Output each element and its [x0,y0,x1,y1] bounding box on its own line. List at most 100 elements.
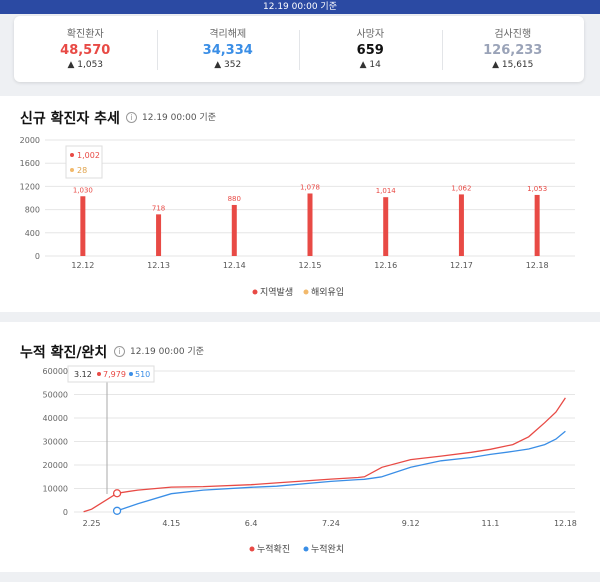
cumulative-title: 누적 확진/완치 [20,345,108,361]
legend-imported-label[interactable]: 해외유입 [311,286,344,298]
stat-delta-value: 15,615 [501,60,534,70]
x-tick-label: 4.15 [162,519,180,528]
y-tick-label: 0 [35,252,40,261]
info-icon[interactable]: i [114,346,125,357]
stat-delta: ▲ 14 [299,60,442,70]
bar-value-label: 1,030 [73,186,93,194]
y-tick-label: 400 [25,229,40,238]
x-tick-label: 12.17 [450,261,473,270]
tooltip-box [67,365,155,383]
x-tick-label: 7.24 [322,519,340,528]
cumulative-timestamp-text: 12.19 00:00 기준 [130,347,204,357]
legend-local-label[interactable]: 지역발생 [260,287,293,298]
bar-value-label: 1,014 [376,187,397,195]
new-cases-chart: 0 400 800 1200 1600 2000 1,030 12.12 718 12.13 88… [20,136,575,298]
x-tick-label: 12.18 [554,519,577,528]
y-tick-label: 2000 [20,136,40,145]
bar-value-label: 1,078 [300,183,320,191]
stat-value: 48,570 [60,43,111,58]
x-tick-label: 9.12 [402,519,420,528]
stat-label: 확진환자 [66,29,104,40]
y-tick-label: 50000 [43,391,68,400]
x-tick-label: 12.15 [299,261,322,270]
y-tick-label: 30000 [43,438,68,447]
recovered-marker [112,506,122,515]
bar-value-label: 1,053 [527,185,547,193]
bar-value-label: 1,062 [451,184,471,192]
stat-delta: ▲ 352 [157,60,300,70]
stat-label: 검사진행 [494,29,532,40]
bar-legend: 지역발생 해외유입 [252,286,344,298]
stat-delta-value: 352 [224,60,242,70]
legend-recovered-dot [303,546,309,552]
stat-label: 사망자 [356,29,385,40]
y-tick-label: 10000 [43,485,68,494]
y-tick-label: 40000 [43,414,68,423]
recovered-line [116,430,566,512]
cumulative-chart: 0 10000 20000 30000 40000 50000 60000 2.25 4.15 6… [43,365,577,555]
legend-imported-dot [303,289,309,295]
up-triangle-icon: ▲ [67,60,78,70]
x-tick-label: 2.25 [83,519,101,528]
tooltip-recovered-dot [129,372,133,376]
bar [458,194,464,256]
stats-summary: 확진환자 48,570 ▲ 1,053 격리해제 34,334 ▲ 352 사망… [14,16,584,82]
tooltip-date: 3.12 [74,370,92,379]
line-legend: 누적확진 누적완치 [249,543,344,555]
confirmed-line [83,397,566,513]
stat-value: 126,233 [483,43,543,58]
stat-label: 격리해제 [209,29,247,40]
stat-value: 34,334 [202,43,253,58]
y-tick-label: 0 [63,508,68,517]
x-tick-label: 12.13 [147,261,170,270]
new-cases-panel: 신규 확진자 추세 i 12.19 00:00 기준 0 400 800 1200 160… [0,96,600,312]
stat-delta: ▲ 1,053 [14,60,157,70]
bar [231,204,237,256]
stat-testing: 검사진행 126,233 ▲ 15,615 [441,16,585,82]
tooltip-local-dot [70,153,74,157]
tooltip-imported-dot [70,168,74,172]
stat-confirmed: 확진환자 48,570 ▲ 1,053 [14,16,157,82]
new-cases-timestamp: i 12.19 00:00 기준 [126,110,216,123]
tooltip-recovered-value: 510 [135,370,150,379]
legend-confirmed-dot [249,546,255,552]
bar [383,197,389,256]
y-tick-label: 1200 [20,182,40,191]
stat-delta-value: 14 [369,60,381,70]
legend-confirmed-label[interactable]: 누적확진 [257,543,290,555]
bar-tooltip: 1,002 28 [65,145,103,179]
date-banner: 12.19 00:00 기준 [0,0,600,14]
legend-recovered-label[interactable]: 누적완치 [311,543,344,555]
stat-released: 격리해제 34,334 ▲ 352 [156,16,300,82]
bar [307,193,313,256]
tooltip-box [65,145,103,179]
stat-delta-value: 1,053 [77,60,104,70]
info-icon[interactable]: i [126,112,137,123]
confirmed-marker [112,489,122,498]
bar-value-label: 718 [152,204,165,212]
tooltip-local-value: 1,002 [77,151,100,160]
new-cases-title: 신규 확진자 추세 [20,111,120,127]
tooltip-imported-value: 28 [77,166,87,175]
y-tick-label: 1600 [20,159,40,168]
cumulative-timestamp: i 12.19 00:00 기준 [114,344,204,357]
line-tooltip: 3.12 7,979 510 [67,365,155,494]
y-tick-label: 60000 [43,367,68,376]
up-triangle-icon: ▲ [359,60,370,70]
y-tick-label: 20000 [43,461,68,470]
legend-local-dot [252,289,258,295]
x-tick-label: 12.12 [71,261,94,270]
x-tick-label: 11.1 [482,519,500,528]
bar [80,196,86,256]
x-tick-label: 12.16 [374,261,397,270]
bar [156,214,162,256]
bar-value-label: 880 [228,195,241,203]
cumulative-panel: 누적 확진/완치 i 12.19 00:00 기준 0 10000 20000 3000… [0,322,600,572]
y-tick-label: 800 [25,206,40,215]
up-triangle-icon: ▲ [214,60,225,70]
tooltip-confirmed-value: 7,979 [103,370,126,379]
tooltip-confirmed-dot [97,372,101,376]
stat-delta: ▲ 15,615 [442,60,585,70]
x-tick-label: 12.14 [223,261,246,270]
stat-value: 659 [356,43,384,58]
